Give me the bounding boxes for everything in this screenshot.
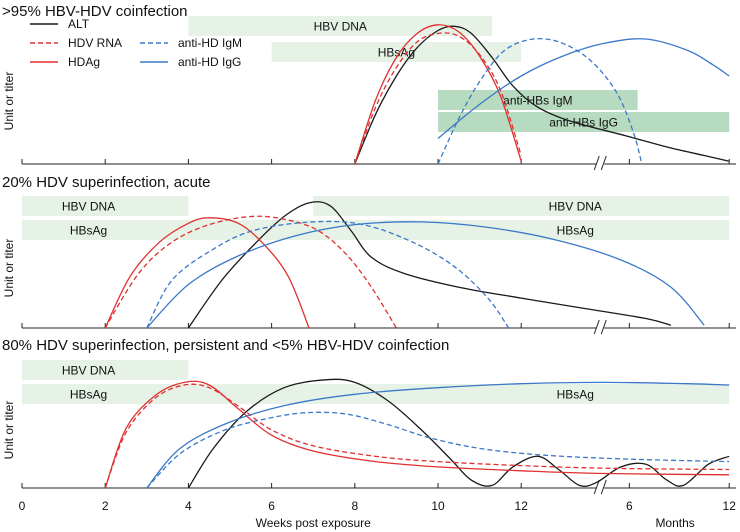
x-tick-label: 6 [268,499,275,513]
band-label: HBV DNA [62,364,115,378]
series-hdv-rna [354,32,522,165]
y-axis-label: Unit or titer [2,72,16,131]
series-hdv-rna [104,215,397,329]
series-anti-hd-igm [146,220,510,329]
x-axis-title: Weeks post exposure [256,516,371,530]
panel-title: >95% HBV-HDV coinfection [2,3,188,20]
band-hbv-dna [313,196,730,216]
band-label: HBsAg [557,388,594,402]
legend: ALT HDV RNA anti-HD IgM HDAg anti-HD IgG [30,17,242,69]
panel-2: 20% HDV superinfection, acute Unit or tit… [2,174,736,335]
x-axis-labels: 0 2 4 6 8 10 12 6 12 Weeks post exposure Months [19,499,737,530]
band-hbsag [22,220,730,240]
x-tick-label: 8 [351,499,358,513]
series-anti-hd-igg [146,381,730,489]
months-tick-label: 12 [723,499,737,513]
band-hbsag [22,384,730,404]
legend-label: anti-HD IgM [178,36,242,50]
axis-break-gap [596,480,605,494]
x-tick-label: 12 [515,499,529,513]
series-anti-hd-igm [146,411,730,489]
band-hbsag [271,42,522,62]
band-label: HBV DNA [314,20,367,34]
series-anti-hd-igm [437,38,643,165]
panel-title: 80% HDV superinfection, persistent and <… [2,337,449,354]
panel-title: 20% HDV superinfection, acute [2,174,210,191]
panel-1: >95% HBV-HDV coinfection Unit or titer HBV… [2,3,736,171]
legend-label: HDV RNA [68,36,122,50]
axis-break-mark [600,479,607,495]
band-label: HBsAg [70,224,107,238]
series-alt [354,25,730,165]
band-hbv-dna [188,16,493,36]
legend-label: ALT [68,17,90,31]
axis-break-mark [593,155,600,171]
series-alt [187,201,672,329]
series-anti-hd-igg [437,38,730,139]
axis-break-mark [600,319,607,335]
series-anti-hd-igg [146,221,705,329]
y-axis-label: Unit or titer [2,239,16,298]
panel-3: 80% HDV superinfection, persistent and <… [2,337,736,495]
band-label: HBsAg [378,46,415,60]
axis-break-mark [600,155,607,171]
months-tick-label: 6 [626,499,633,513]
series-alt [187,378,730,489]
x-tick-label: 4 [185,499,192,513]
series-hdag [104,217,310,329]
band-label: anti-HBs IgG [549,116,618,130]
y-axis-label: Unit or titer [2,401,16,460]
band-label: anti-HBs IgM [503,94,572,108]
band-label: HBsAg [557,224,594,238]
band-anti-hbs-igm [438,90,638,110]
series-hdv-rna [104,383,730,489]
months-axis-title: Months [655,516,694,530]
band-hbv-dna [22,360,189,380]
band-hbv-dna [22,196,189,216]
x-tick-label: 0 [19,499,26,513]
band-label: HBsAg [70,388,107,402]
legend-label: anti-HD IgG [178,55,241,69]
axis-break-gap [596,156,605,170]
band-label: HBV DNA [549,200,602,214]
series-hdag [104,380,730,489]
legend-label: HDAg [68,55,100,69]
series-hdag [354,24,522,165]
axis-break-gap [596,320,605,334]
x-tick-label: 2 [102,499,109,513]
axis-break-mark [593,479,600,495]
x-tick-label: 10 [431,499,445,513]
band-label: HBV DNA [62,200,115,214]
axis-break-mark [593,319,600,335]
